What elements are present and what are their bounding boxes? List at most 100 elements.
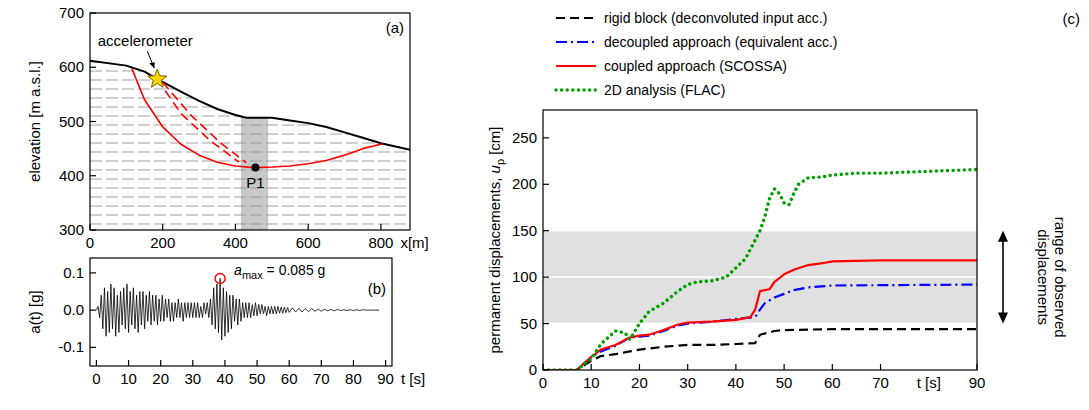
soil-hatch bbox=[90, 89, 410, 90]
x-tick bbox=[832, 364, 833, 370]
range-label-line: range of observed bbox=[1052, 217, 1069, 338]
soil-hatch bbox=[90, 98, 410, 99]
y-tick bbox=[90, 12, 96, 13]
arrow-head bbox=[998, 231, 1008, 242]
x-tick bbox=[784, 364, 785, 370]
y-tick-label: 0.0 bbox=[63, 301, 84, 318]
y-tick-label: 400 bbox=[59, 167, 84, 184]
soil-hatch bbox=[90, 197, 410, 198]
arrow-head bbox=[149, 62, 155, 68]
text-part: permanent displacements, bbox=[486, 173, 503, 353]
y-tick-label: 700 bbox=[59, 4, 84, 21]
legend-swatch bbox=[556, 65, 596, 67]
x-tick-label: 50 bbox=[249, 370, 266, 387]
range-label: range of observeddisplacements bbox=[1035, 217, 1069, 338]
x-tick bbox=[96, 360, 97, 366]
panel-letter: (b) bbox=[368, 280, 386, 297]
soil-hatch bbox=[90, 53, 410, 54]
y-tick-label: 300 bbox=[59, 221, 84, 238]
x-tick-label: 40 bbox=[217, 370, 234, 387]
range-label-line: displacements bbox=[1035, 229, 1052, 325]
y-tick-label: 50 bbox=[520, 315, 537, 332]
soil bbox=[90, 13, 410, 230]
y-axis-title: a(t) [g] bbox=[26, 290, 43, 333]
legend-label: 2D analysis (FLAC) bbox=[604, 82, 725, 98]
axes: -0.10.00.10102030405060708090t [s]a(t) [… bbox=[26, 258, 425, 387]
x-tick-label: 30 bbox=[679, 374, 696, 391]
x-tick bbox=[321, 360, 322, 366]
legend-swatch bbox=[556, 41, 596, 43]
point-marker bbox=[251, 164, 259, 172]
legend-swatch bbox=[556, 17, 596, 19]
y-tick bbox=[543, 184, 549, 185]
y-axis-title: elevation [m a.s.l.] bbox=[26, 61, 43, 182]
text-part: [cm] bbox=[486, 126, 503, 159]
x-tick bbox=[89, 224, 90, 230]
series-line bbox=[90, 61, 410, 150]
legend-label: decoupled approach (equivalent acc.) bbox=[604, 34, 838, 50]
x-tick bbox=[639, 364, 640, 370]
peak-marker bbox=[215, 273, 225, 283]
y-tick bbox=[543, 369, 549, 370]
y-tick-label: 200 bbox=[512, 175, 537, 192]
y-tick bbox=[90, 347, 96, 348]
point-label: accelerometer bbox=[98, 32, 193, 49]
y-tick-label: 600 bbox=[59, 58, 84, 75]
series-line bbox=[163, 82, 247, 162]
x-tick bbox=[224, 360, 225, 366]
text-part: a bbox=[234, 262, 242, 278]
x-tick-label: 90 bbox=[377, 370, 394, 387]
y-tick-label: 0.1 bbox=[63, 264, 84, 281]
soil-hatch bbox=[90, 206, 410, 207]
legend-label: coupled approach (SCOSSA) bbox=[604, 58, 787, 74]
soil-hatch bbox=[90, 71, 410, 72]
x-tick-label: 400 bbox=[223, 234, 248, 251]
text-part: max bbox=[242, 269, 263, 281]
grid-line bbox=[543, 137, 977, 139]
y-axis-title: permanent displacements, up [cm] bbox=[486, 126, 506, 353]
x-axis-title: t [s] bbox=[917, 374, 941, 391]
x-tick bbox=[353, 360, 354, 366]
y-tick bbox=[90, 310, 96, 311]
background bbox=[543, 138, 977, 370]
x-tick bbox=[289, 360, 290, 366]
x-tick bbox=[192, 360, 193, 366]
x-axis-title: t [s] bbox=[401, 370, 425, 387]
soil-hatch bbox=[90, 170, 410, 171]
y-tick-label: 250 bbox=[512, 129, 537, 146]
soil-hatch bbox=[90, 134, 410, 135]
x-tick bbox=[976, 364, 977, 370]
x-tick bbox=[160, 360, 161, 366]
y-tick-label: 500 bbox=[59, 113, 84, 130]
soil-hatch bbox=[90, 80, 410, 81]
point-label: P1 bbox=[246, 174, 264, 191]
peak-label: amax = 0.085 g bbox=[234, 262, 325, 281]
grid-line bbox=[543, 183, 977, 185]
x-tick-label: 70 bbox=[872, 374, 889, 391]
x-tick-label: 60 bbox=[281, 370, 298, 387]
soil-hatch bbox=[90, 215, 410, 216]
y-tick bbox=[90, 272, 96, 273]
soil-hatch bbox=[90, 26, 410, 27]
leader-line bbox=[147, 51, 154, 68]
soil-hatch bbox=[90, 224, 410, 225]
x-tick-label: 40 bbox=[728, 374, 745, 391]
x-tick-label: 80 bbox=[345, 370, 362, 387]
legend: rigid block (deconvoluted input acc.)dec… bbox=[556, 10, 838, 98]
soil-hatch bbox=[90, 107, 410, 108]
y-tick-label: 0 bbox=[529, 361, 537, 378]
soil-hatch bbox=[90, 116, 410, 117]
frame bbox=[90, 258, 392, 366]
soil-hatch bbox=[90, 17, 410, 18]
x-tick-label: 10 bbox=[120, 370, 137, 387]
x-tick bbox=[380, 224, 381, 230]
marks bbox=[90, 13, 410, 230]
x-tick-label: 200 bbox=[150, 234, 175, 251]
x-tick-label: 60 bbox=[824, 374, 841, 391]
x-tick bbox=[235, 224, 236, 230]
x-tick-label: 70 bbox=[313, 370, 330, 387]
x-axis-title: x[m] bbox=[400, 234, 428, 251]
y-tick bbox=[90, 229, 96, 230]
shaded-column bbox=[241, 13, 268, 230]
x-tick bbox=[591, 364, 592, 370]
